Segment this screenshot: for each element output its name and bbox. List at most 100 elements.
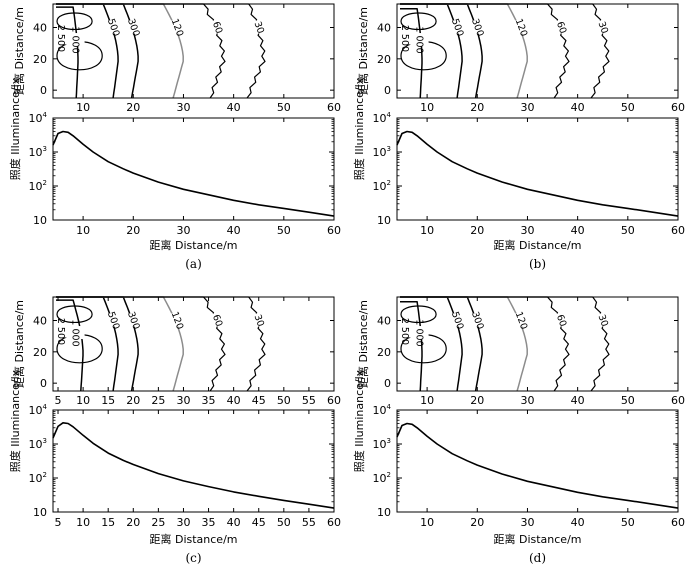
contour-line-120 bbox=[56, 296, 184, 392]
contour-xtick-label: 10 bbox=[420, 101, 434, 114]
contour-xtick-label: 60 bbox=[327, 394, 341, 407]
contour-level-label-30: 30 bbox=[596, 20, 610, 35]
contour-line-1000 bbox=[56, 6, 79, 99]
profile-frame bbox=[52, 117, 335, 221]
contour-label-bg bbox=[66, 326, 85, 340]
contour-xtick-label: 25 bbox=[151, 394, 165, 407]
profile-frame bbox=[396, 409, 679, 513]
profile-xtick-label: 10 bbox=[76, 516, 90, 529]
profile-ytick-base: 10 bbox=[29, 438, 43, 451]
contour-line-300 bbox=[56, 296, 139, 392]
contour-xtick-label: 40 bbox=[227, 394, 241, 407]
profile-ytick-base: 10 bbox=[29, 112, 43, 125]
contour-line-500 bbox=[400, 296, 463, 392]
contour-level-label-2500: 2 500 bbox=[55, 318, 66, 345]
contour-ytick-label: 40 bbox=[377, 315, 391, 328]
contour-ylabel: 距离 Distance/m bbox=[12, 300, 26, 388]
contour-level-label-60: 60 bbox=[210, 313, 224, 328]
contour-frame bbox=[396, 3, 679, 99]
contour-level-label-30: 30 bbox=[596, 313, 610, 328]
contour-level-label-300: 300 bbox=[125, 17, 142, 38]
contour-line-60 bbox=[56, 3, 226, 99]
contour-ytick-label: 0 bbox=[384, 84, 391, 97]
profile-xtick-label: 40 bbox=[227, 516, 241, 529]
contour-label-bg bbox=[396, 324, 415, 338]
contour-line-300 bbox=[56, 3, 139, 99]
profile-ytick-exp: 3 bbox=[387, 437, 391, 445]
contour-ytick-label: 20 bbox=[377, 346, 391, 359]
contour-xtick-label: 50 bbox=[277, 101, 291, 114]
contour-xtick-label: 20 bbox=[126, 101, 140, 114]
profile-ytick-base: 10 bbox=[29, 146, 43, 159]
contour-panel-0: 2 500 1 000 500 300 120 60 30 10 20 30 40 50 60 0 20 40… bbox=[12, 3, 341, 114]
profile-ytick-base: 10 bbox=[373, 146, 387, 159]
contour-line-30 bbox=[400, 296, 610, 392]
profile-ytick-base: 10 bbox=[373, 438, 387, 451]
contour-label-bg bbox=[124, 20, 143, 34]
profile-xtick-label: 10 bbox=[420, 224, 434, 237]
profile-ytick-label: 104 bbox=[29, 403, 48, 417]
contour-xtick-label: 60 bbox=[327, 101, 341, 114]
contour-line-120 bbox=[400, 296, 528, 392]
profile-xtick-label: 40 bbox=[227, 224, 241, 237]
contour-line-300 bbox=[400, 296, 483, 392]
contour-frame bbox=[52, 296, 335, 392]
contour-level-label-1000: 1 000 bbox=[414, 319, 425, 346]
contour-xtick-label: 40 bbox=[571, 394, 585, 407]
profile-ylabel: 照度 Illuminance/lx bbox=[352, 369, 366, 472]
profile-ytick-exp: 4 bbox=[387, 111, 392, 119]
contour-xtick-label: 60 bbox=[671, 394, 685, 407]
contour-level-label-120: 120 bbox=[169, 17, 186, 38]
profile-ytick-label: 103 bbox=[29, 145, 47, 159]
contour-frame bbox=[396, 296, 679, 392]
contour-panel-3: 2 500 1 000 500 300 120 60 30 10 20 30 40 50 60 0 20 40… bbox=[356, 296, 685, 407]
contour-level-label-500: 500 bbox=[449, 17, 466, 38]
contour-xtick-label: 30 bbox=[520, 101, 534, 114]
contour-level-label-500: 500 bbox=[105, 310, 122, 331]
profile-ytick-label: 10 bbox=[377, 506, 391, 519]
contour-label-bg bbox=[52, 324, 71, 338]
contour-level-label-60: 60 bbox=[210, 20, 224, 35]
contour-line-60 bbox=[400, 3, 570, 99]
contour-level-label-60: 60 bbox=[554, 20, 568, 35]
panel-caption: (d) bbox=[529, 551, 546, 565]
contour-level-label-300: 300 bbox=[469, 17, 486, 38]
contour-ytick-label: 0 bbox=[40, 84, 47, 97]
profile-ytick-base: 10 bbox=[377, 214, 391, 227]
profile-xtick-label: 20 bbox=[126, 516, 140, 529]
profile-xtick-label: 60 bbox=[671, 224, 685, 237]
contour-label-bg bbox=[168, 20, 187, 34]
contour-ytick-label: 40 bbox=[377, 22, 391, 35]
contour-label-bg bbox=[552, 313, 571, 327]
contour-line-500 bbox=[56, 3, 119, 99]
contour-level-label-2500: 2 500 bbox=[399, 318, 410, 345]
profile-xlabel: 距离 Distance/m bbox=[493, 532, 581, 546]
contour-ytick-label: 40 bbox=[33, 22, 47, 35]
contour-label-bg bbox=[468, 313, 487, 327]
profile-xtick-label: 55 bbox=[302, 516, 316, 529]
contour-xtick-label: 10 bbox=[76, 394, 90, 407]
profile-ytick-label: 102 bbox=[29, 471, 47, 485]
profile-xtick-label: 45 bbox=[252, 516, 266, 529]
profile-ytick-exp: 4 bbox=[387, 403, 392, 411]
contour-xtick-label: 10 bbox=[420, 394, 434, 407]
profile-ytick-exp: 2 bbox=[43, 471, 47, 479]
profile-xtick-label: 30 bbox=[176, 516, 190, 529]
contour-level-label-60: 60 bbox=[554, 313, 568, 328]
profile-ytick-exp: 2 bbox=[387, 471, 391, 479]
profile-xtick-label: 30 bbox=[520, 224, 534, 237]
contour-label-bg bbox=[410, 326, 429, 340]
contour-level-label-300: 300 bbox=[125, 310, 142, 331]
contour-line-1000 bbox=[400, 300, 423, 392]
contour-label-bg bbox=[410, 33, 429, 47]
contour-line-500 bbox=[400, 3, 463, 99]
profile-ytick-label: 104 bbox=[373, 111, 392, 125]
contour-ytick-label: 0 bbox=[384, 377, 391, 390]
profile-ytick-label: 10 bbox=[33, 214, 47, 227]
panel-caption: (a) bbox=[185, 257, 202, 271]
profile-xtick-label: 40 bbox=[571, 516, 585, 529]
contour-level-label-2500: 2 500 bbox=[55, 25, 66, 52]
